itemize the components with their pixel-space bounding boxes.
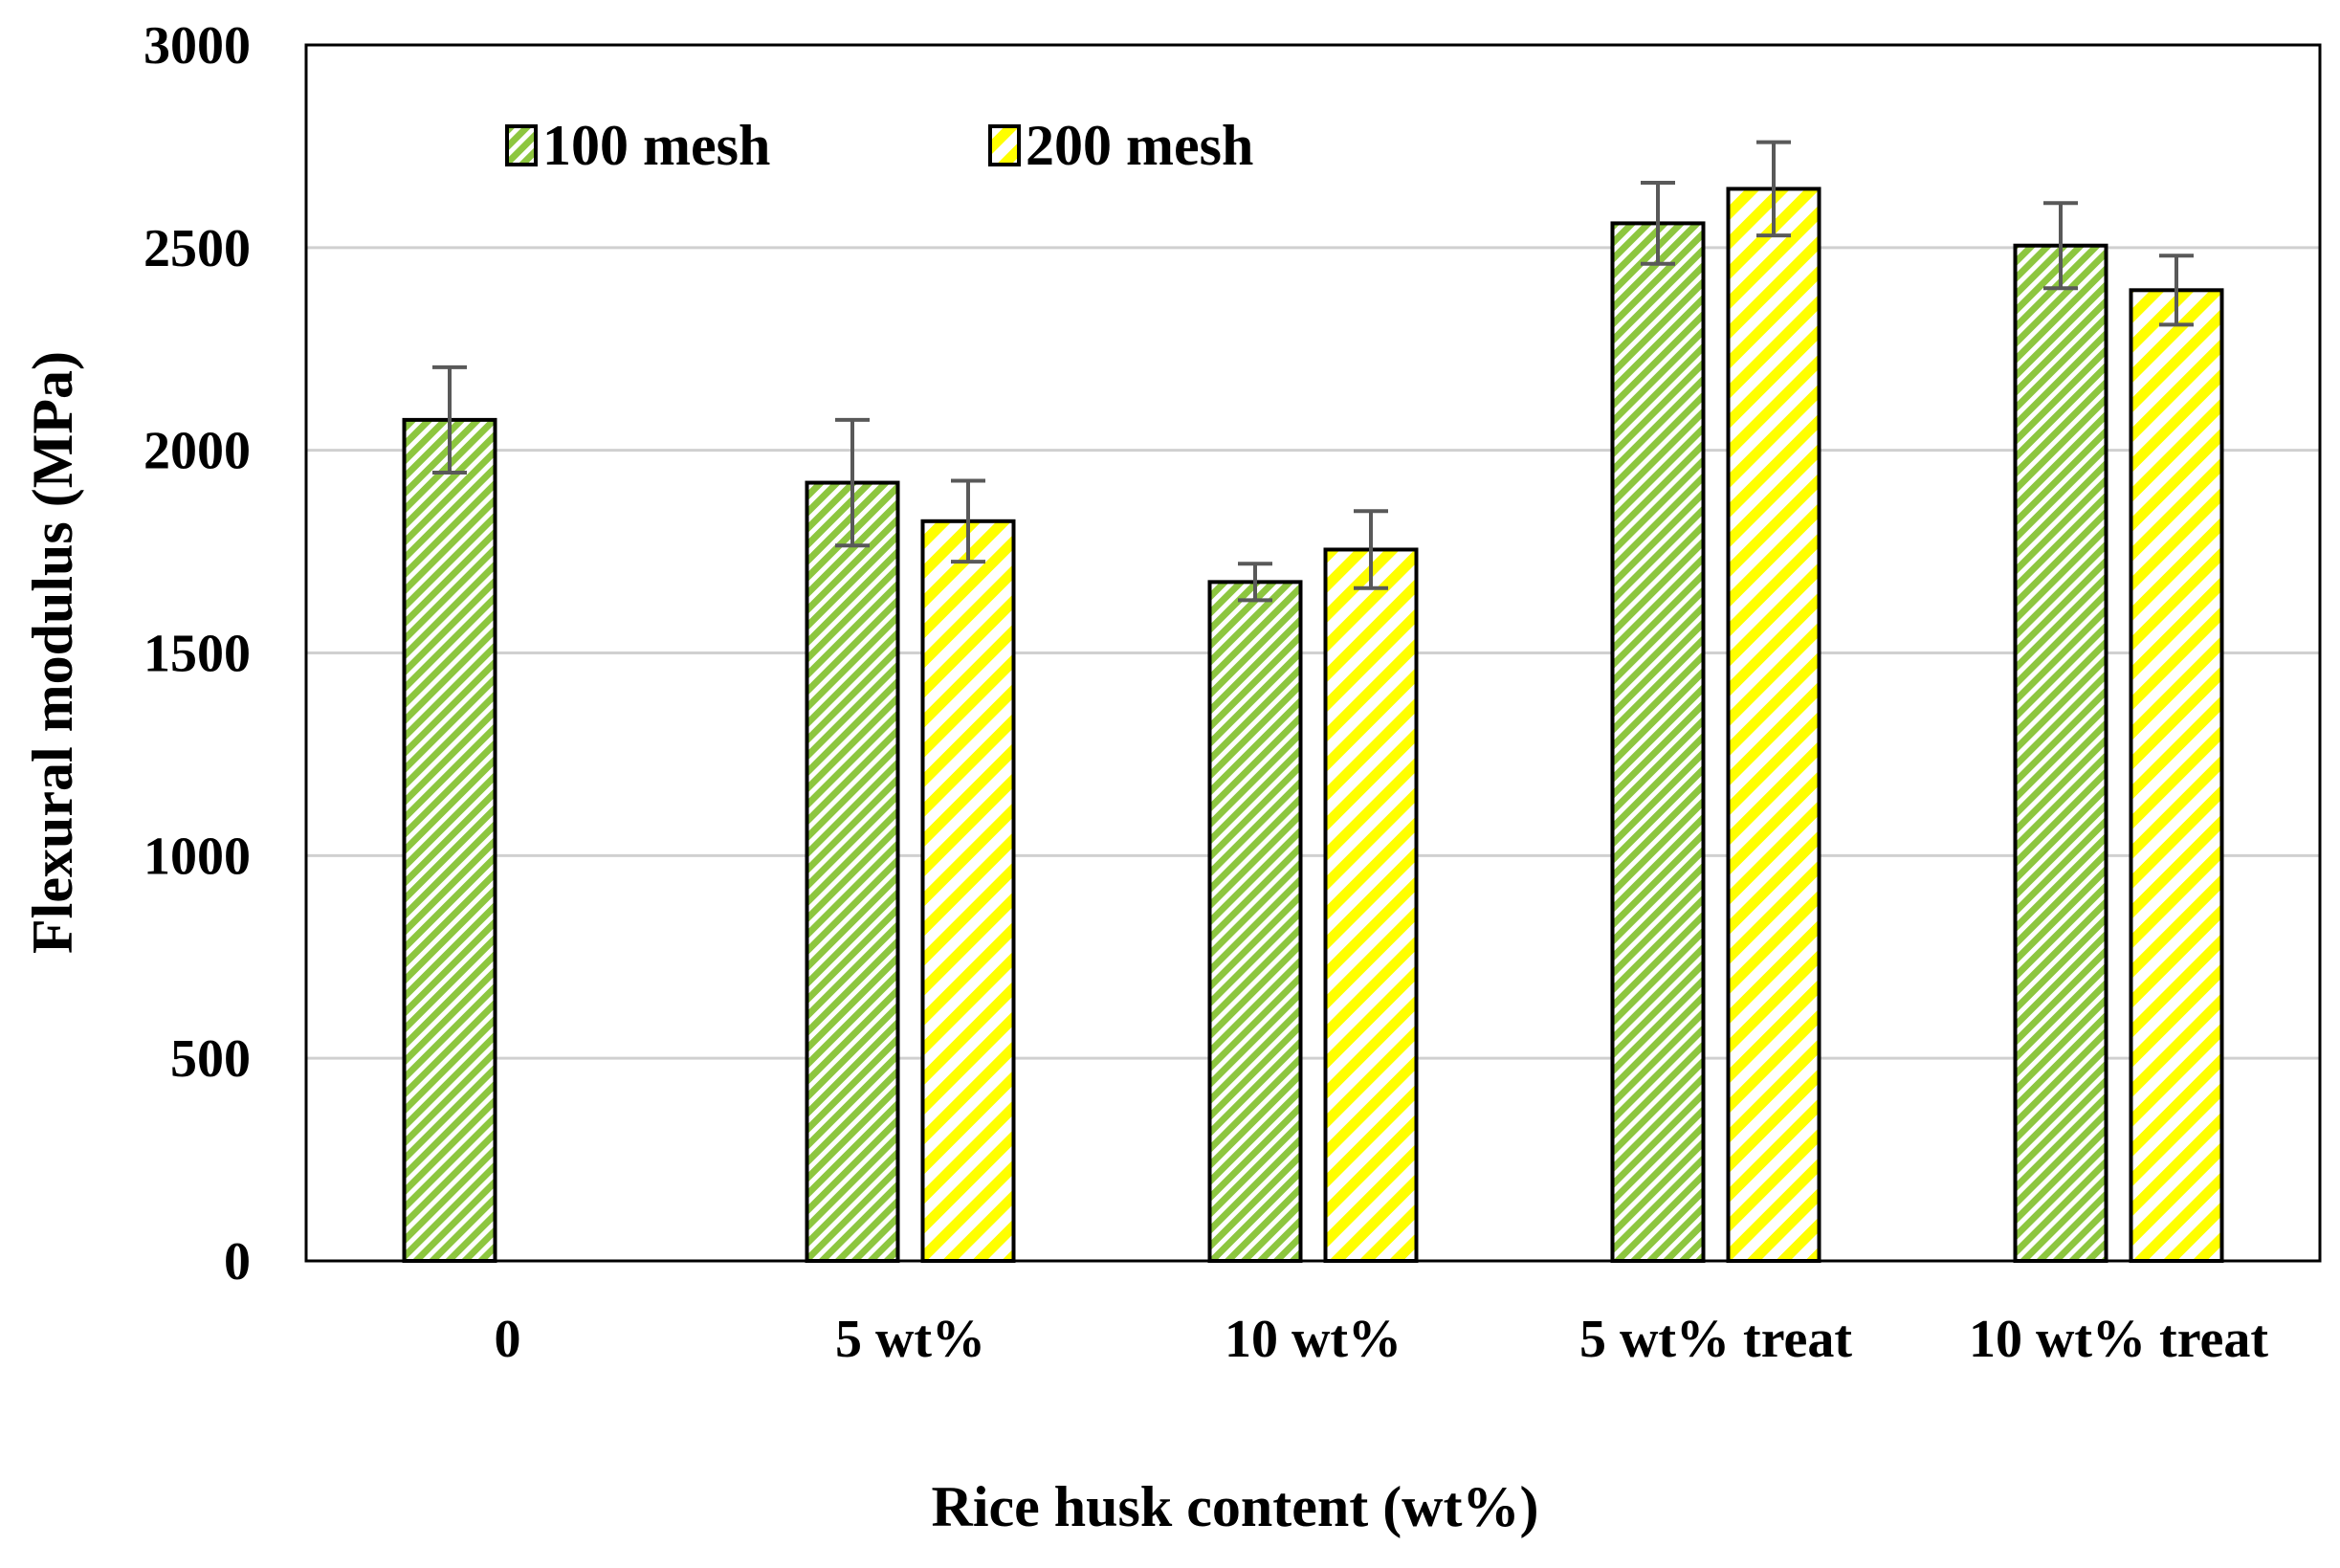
axes: 0 500 1000 1500 2000 2500 3000 0 5 wt% 10 wt% 5 wt…: [143, 16, 2268, 1369]
error-bar-0-1: [835, 417, 870, 548]
x-tick-label-3: 5 wt% treat: [1579, 1310, 1852, 1369]
x-axis-title: Rice husk content (wt%): [932, 1475, 1539, 1538]
y-tick-label-1500: 1500: [143, 625, 251, 684]
error-bar-0-0: [432, 364, 467, 475]
error-bar-0-2: [1238, 562, 1272, 603]
y-tick-label-1000: 1000: [143, 827, 251, 886]
y-tick-label-2000: 2000: [143, 422, 251, 481]
error-bar-1-4: [2159, 254, 2194, 327]
plot-area-frame: [304, 43, 2322, 1263]
error-bars: [432, 140, 2194, 603]
bar-series2-2: [1323, 547, 1419, 1263]
bar-series2-4: [2129, 288, 2224, 1263]
y-tick-label-3000: 3000: [143, 16, 251, 76]
bar-series1-1: [805, 480, 900, 1263]
error-bar-1-1: [951, 478, 985, 564]
bar-series1-4: [2013, 243, 2108, 1264]
y-tick-label-500: 500: [170, 1029, 251, 1089]
y-axis-title: Flexural modulus (MPa): [21, 351, 84, 954]
bars: [402, 187, 2224, 1264]
legend-swatch-2: [988, 124, 1021, 166]
legend: 100 mesh 200 mesh: [505, 114, 1253, 177]
y-tick-label-2500: 2500: [143, 219, 251, 278]
error-bar-0-3: [1641, 181, 1675, 266]
legend-label-1: 100 mesh: [542, 114, 770, 177]
bar-series1-3: [1610, 221, 1706, 1263]
legend-swatch-1: [505, 124, 538, 166]
x-tick-label-1: 5 wt%: [835, 1310, 985, 1369]
gridlines: [306, 246, 2320, 1060]
bar-series1-2: [1207, 580, 1303, 1263]
bar-series2-3: [1726, 187, 1821, 1264]
x-tick-label-4: 10 wt% treat: [1969, 1310, 2268, 1369]
bar-series1-0: [402, 417, 497, 1263]
bar-series2-1: [920, 519, 1016, 1263]
x-tick-label-0: 0: [495, 1310, 521, 1369]
error-bar-1-2: [1354, 509, 1388, 590]
legend-label-2: 200 mesh: [1026, 114, 1253, 177]
x-tick-label-2: 10 wt%: [1225, 1310, 1402, 1369]
error-bar-0-4: [2043, 201, 2078, 291]
error-bar-1-3: [1756, 140, 1791, 238]
y-tick-label-0: 0: [224, 1232, 251, 1292]
